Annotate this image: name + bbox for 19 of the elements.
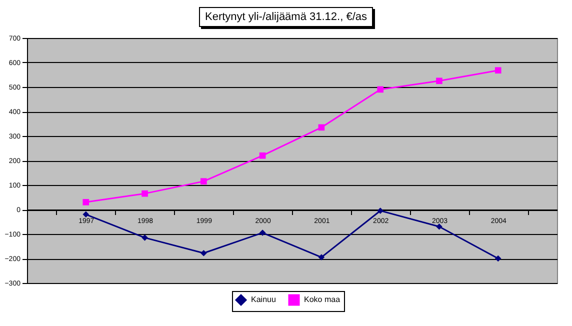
legend-label: Kainuu bbox=[251, 295, 276, 304]
point bbox=[259, 152, 266, 159]
point bbox=[82, 198, 90, 206]
point bbox=[142, 190, 148, 197]
legend-label: Koko maa bbox=[304, 295, 341, 304]
point bbox=[494, 67, 502, 74]
point bbox=[82, 211, 90, 218]
point bbox=[377, 86, 384, 93]
point bbox=[200, 178, 207, 184]
point bbox=[318, 124, 325, 131]
point bbox=[377, 208, 384, 214]
point bbox=[200, 250, 207, 256]
point bbox=[436, 223, 442, 230]
point bbox=[142, 234, 148, 241]
chart-title: Kertynyt yli-/alijäämä 31.12., €/as bbox=[198, 7, 374, 27]
point bbox=[494, 255, 502, 262]
point bbox=[259, 230, 266, 236]
point bbox=[318, 254, 325, 260]
point bbox=[436, 78, 442, 84]
